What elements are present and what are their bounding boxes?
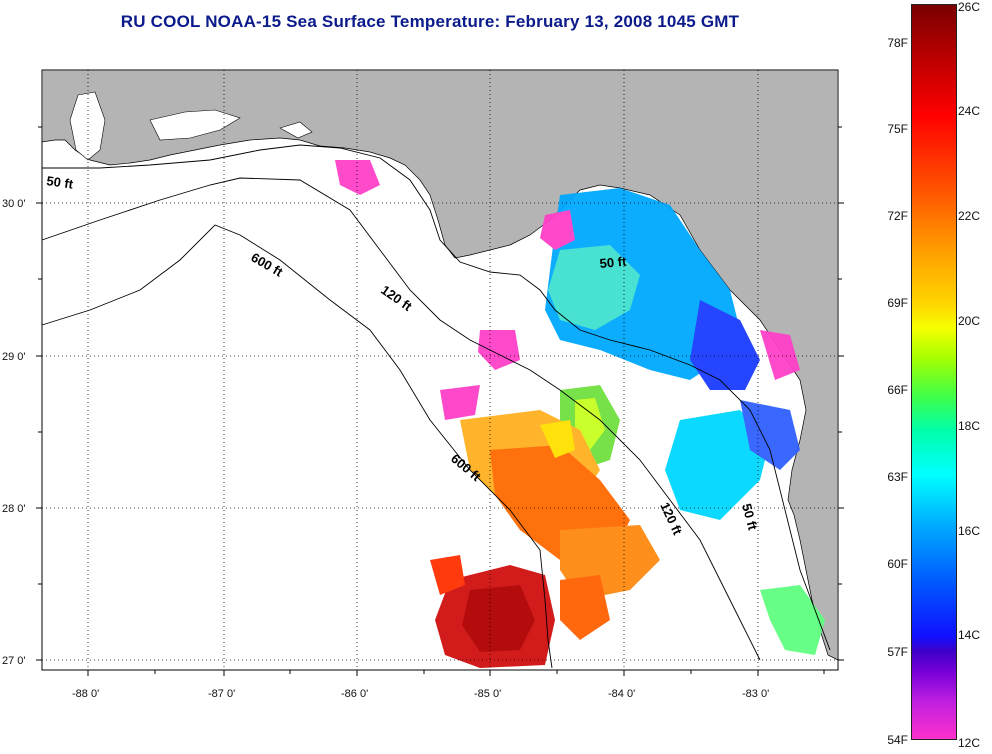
colorbar-c-20: 20C: [958, 314, 981, 328]
contour-label-1: 50 ft: [46, 173, 75, 192]
lat-tick-27: 27 0': [2, 655, 26, 667]
colorbar-c-24: 24C: [958, 104, 981, 118]
bay-1: [69, 91, 106, 161]
lat-tick-30: 30 0': [2, 198, 26, 210]
colorbar-c-18: 18C: [958, 419, 981, 433]
bay-2: [149, 109, 241, 141]
colorbar-c-14: 14C: [958, 628, 981, 642]
bay-3: [279, 121, 313, 139]
lat-tick-29: 29 0': [2, 351, 26, 363]
colorbar-f-66: 66F: [887, 383, 908, 397]
contour-120ft: [41, 177, 761, 661]
colorbar-c-12: 12C: [958, 736, 981, 750]
colorbar-c-16: 16C: [958, 524, 981, 538]
contour-label-4: 50 ft: [599, 254, 628, 271]
land-mass: [41, 69, 839, 661]
contour-label-7: 50 ft: [739, 502, 761, 532]
contour-50ft: [42, 144, 831, 651]
colorbar-f-57: 57F: [887, 645, 908, 659]
colorbar-c-22: 22C: [958, 209, 981, 223]
colorbar-f-78: 78F: [887, 36, 908, 50]
colorbar-f-63: 63F: [887, 470, 908, 484]
lon-tick-88: -88 0': [72, 688, 99, 700]
colorbar-f-69: 69F: [887, 296, 908, 310]
colorbar-f-72: 72F: [887, 209, 908, 223]
lon-tick-87: -87 0': [208, 688, 235, 700]
map-title: RU COOL NOAA-15 Sea Surface Temperature:…: [120, 12, 740, 31]
graticule: [42, 70, 838, 670]
colorbar-c-26: 26C: [958, 0, 981, 14]
temperature-colorbar: [911, 4, 957, 740]
sst-data: [335, 160, 825, 668]
lon-tick-83: -83 0': [742, 688, 769, 700]
lon-tick-86: -86 0': [341, 688, 368, 700]
frame-ticks: [36, 126, 844, 676]
depth-contours: [41, 144, 831, 669]
colorbar-f-75: 75F: [887, 122, 908, 136]
lat-tick-28: 28 0': [2, 503, 26, 515]
lon-tick-85: -85 0': [474, 688, 501, 700]
colorbar-f-54: 54F: [887, 733, 908, 747]
colorbar-f-60: 60F: [887, 557, 908, 571]
contour-600ft: [41, 224, 553, 669]
lon-tick-84: -84 0': [608, 688, 635, 700]
